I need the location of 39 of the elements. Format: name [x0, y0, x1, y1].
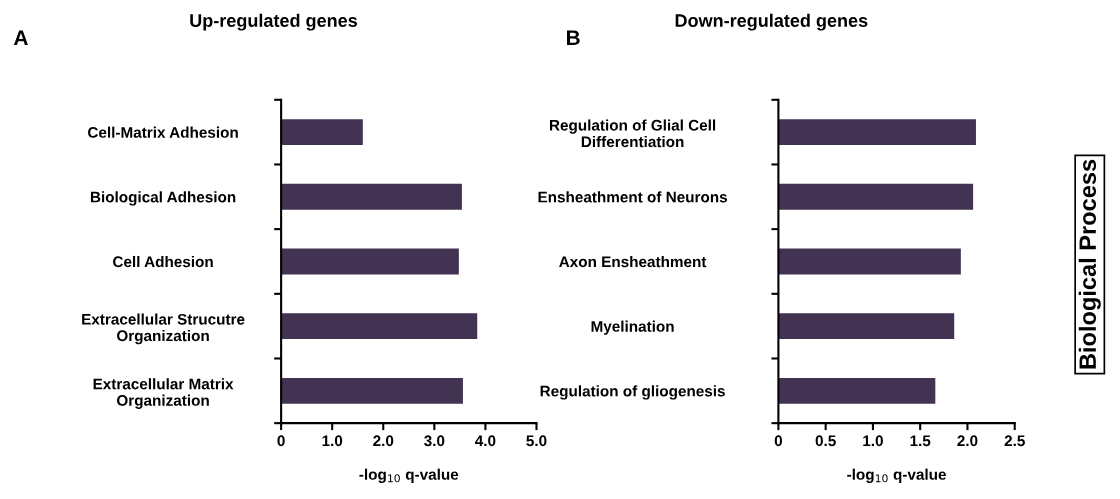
x-tick-label: 1.0 — [863, 435, 883, 447]
x-tick-label: 5.0 — [526, 435, 547, 447]
bar — [778, 313, 955, 340]
bar — [778, 248, 961, 275]
y-tick-label: Axon Ensheathment — [559, 255, 707, 268]
y-tick-label: Myelination — [591, 320, 674, 335]
x-tick-label: 2.0 — [957, 435, 978, 447]
x-tick-label: 0 — [774, 435, 783, 447]
chart-title: Down-regulated genes — [675, 13, 868, 31]
x-tick-label: 4.0 — [475, 435, 496, 447]
y-tick-label: Cell Adhesion — [113, 255, 213, 268]
bar — [778, 119, 976, 146]
text: B — [566, 30, 580, 45]
bar — [281, 183, 462, 210]
bar — [778, 183, 974, 210]
y-tick-label: Extracellular Strucutre Organization — [82, 313, 245, 345]
y-tick-label: Regulation of gliogenesis — [540, 385, 725, 400]
y-tick-label: Cell-Matrix Adhesion — [88, 126, 238, 138]
x-axis-title: -log$_{10}$ q-value — [847, 468, 946, 483]
bar — [281, 248, 459, 275]
x-tick-label: 3.0 — [424, 435, 445, 447]
x-axis-title: -log$_{10}$ q-value — [359, 468, 459, 483]
x-tick-label: 0.5 — [815, 435, 836, 447]
x-tick-label: 0 — [277, 435, 285, 447]
bar — [778, 377, 936, 404]
bar — [281, 377, 463, 404]
x-tick-label: 2.5 — [1004, 435, 1025, 447]
text: A — [13, 30, 28, 45]
bar — [281, 313, 478, 340]
y-tick-label: Ensheathment of Neurons — [538, 191, 728, 203]
x-tick-label: 2.0 — [373, 435, 394, 447]
y-tick-label: Regulation of Glial Cell Differentiation — [549, 119, 716, 148]
bar — [281, 119, 363, 146]
text: Biological Process — [1078, 159, 1101, 369]
y-tick-label: Biological Adhesion — [90, 191, 236, 206]
chart-title: Up-regulated genes — [190, 13, 357, 31]
x-tick-label: 1.0 — [322, 435, 343, 447]
y-tick-label: Extracellular Matrix Organization — [93, 378, 234, 409]
x-tick-label: 1.5 — [910, 435, 931, 447]
